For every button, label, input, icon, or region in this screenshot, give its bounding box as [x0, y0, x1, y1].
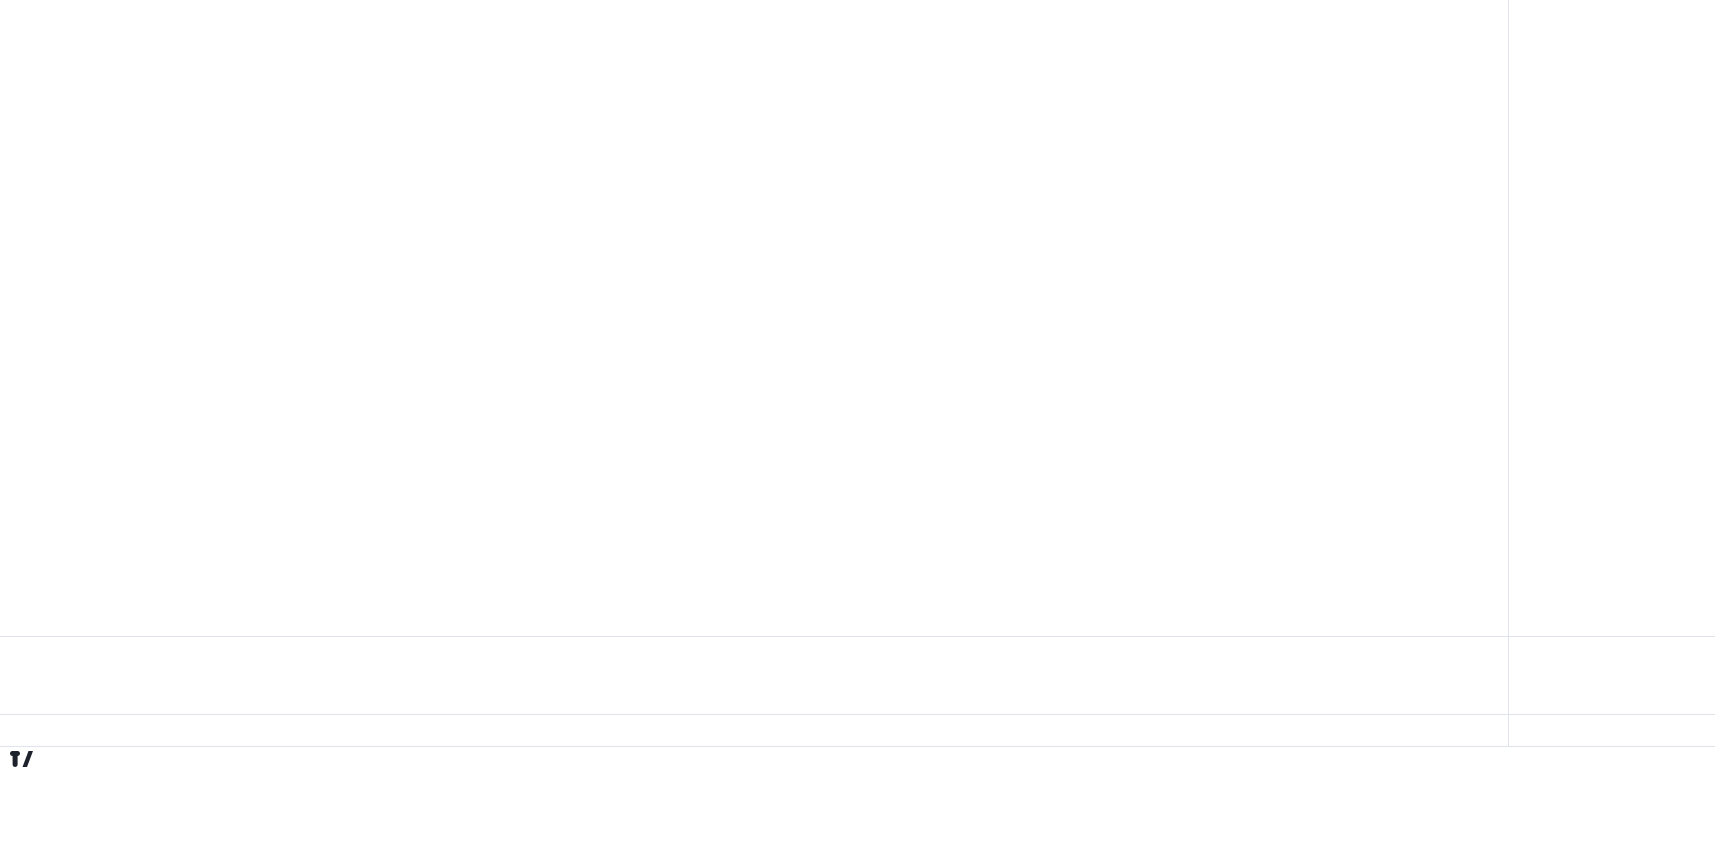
footer-separator [0, 746, 1715, 747]
pane-separator[interactable] [0, 636, 1715, 637]
ma200-legend-row[interactable] [8, 43, 66, 57]
ma55-legend-row[interactable] [8, 9, 66, 23]
time-axis-separator [0, 714, 1715, 715]
ma100-legend-row[interactable] [8, 26, 66, 40]
rsi-legend[interactable] [8, 641, 15, 655]
main-legend [8, 6, 66, 57]
chart-canvas[interactable] [0, 0, 1715, 746]
footer [10, 751, 39, 767]
tradingview-logo-icon[interactable] [10, 751, 33, 767]
price-scale-separator[interactable] [1508, 0, 1509, 746]
